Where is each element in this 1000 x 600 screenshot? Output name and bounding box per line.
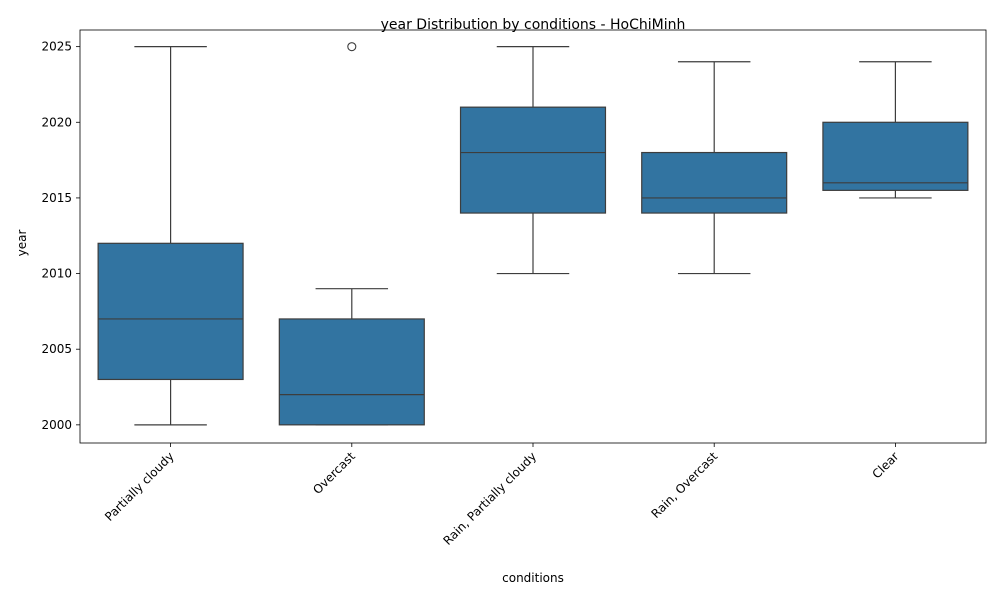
iqr-box — [278, 318, 425, 426]
y-tick-label: 2005 — [41, 342, 72, 356]
box-group — [278, 42, 425, 426]
x-axis-title: conditions — [502, 571, 564, 585]
y-tick-label: 2010 — [41, 267, 72, 281]
box-group — [822, 61, 969, 199]
y-axis-title: year — [15, 230, 29, 257]
y-tick-label: 2025 — [41, 40, 72, 54]
outlier-point — [347, 42, 357, 52]
box-group — [459, 46, 607, 275]
y-tick-label: 2020 — [41, 115, 72, 129]
iqr-box — [459, 106, 607, 214]
iqr-box — [97, 242, 244, 381]
iqr-box — [641, 151, 788, 214]
iqr-box — [822, 121, 969, 191]
box-group — [641, 61, 788, 275]
y-tick-label: 2000 — [41, 418, 72, 432]
plot-area — [97, 42, 969, 426]
plot-frame — [79, 29, 987, 444]
box-group — [97, 46, 244, 426]
y-tick-label: 2015 — [41, 191, 72, 205]
chart-title: year Distribution by conditions - HoChiM… — [381, 17, 686, 33]
y-axis: 2000 2005 2010 2015 2020 2025 — [41, 40, 80, 432]
